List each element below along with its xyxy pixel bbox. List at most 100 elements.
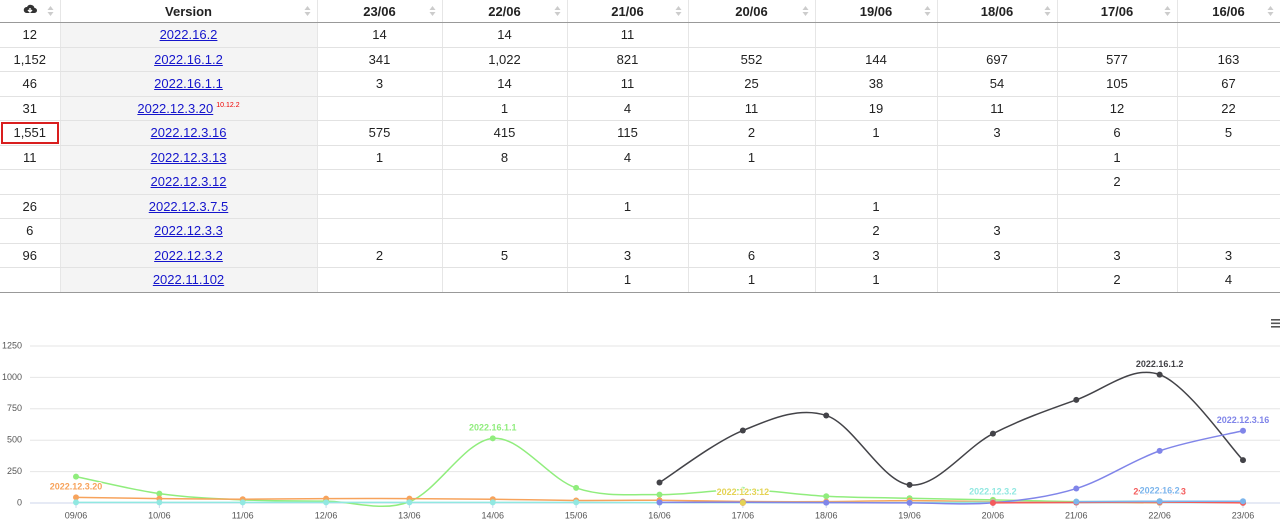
x-tick-label: 13/06 bbox=[398, 510, 421, 520]
column-header[interactable]: 17/06 bbox=[1057, 0, 1178, 23]
count-cell: 3 bbox=[1177, 243, 1280, 268]
column-header[interactable]: 23/06 bbox=[317, 0, 443, 23]
count-cell: 67 bbox=[1177, 71, 1280, 97]
count-cell: 14 bbox=[442, 22, 568, 48]
count-cell bbox=[688, 169, 816, 195]
point-marker bbox=[656, 479, 663, 486]
version-link[interactable]: 2022.16.1.1 bbox=[154, 76, 223, 92]
count-cell: 1 bbox=[815, 267, 938, 293]
point-marker bbox=[1156, 447, 1163, 454]
table-row: 96 2022.12.3.2 2 5 3 6 3 3 3 3 bbox=[0, 243, 1280, 268]
column-header[interactable]: 22/06 bbox=[442, 0, 568, 23]
version-link[interactable]: 2022.12.3.12 bbox=[150, 174, 227, 190]
point-marker bbox=[573, 484, 580, 491]
count-cell: 14 bbox=[442, 71, 568, 97]
x-tick-label: 16/06 bbox=[648, 510, 671, 520]
point-marker bbox=[739, 427, 746, 434]
version-cell: 2022.12.3.13 bbox=[60, 145, 318, 170]
column-header[interactable]: 21/06 bbox=[567, 0, 689, 23]
count-cell bbox=[937, 194, 1058, 219]
downloads-header[interactable] bbox=[0, 0, 61, 23]
point-marker bbox=[1240, 457, 1246, 464]
table-row: 11 2022.12.3.13 1 8 4 1 1 bbox=[0, 145, 1280, 170]
point-marker bbox=[1073, 485, 1080, 492]
x-tick-label: 22/06 bbox=[1148, 510, 1171, 520]
point-marker bbox=[1240, 427, 1246, 434]
count-cell: 6 bbox=[1057, 120, 1178, 146]
downloads-cell: 96 bbox=[0, 243, 61, 268]
column-header-text: 17/06 bbox=[1100, 3, 1134, 19]
menu-icon[interactable] bbox=[1271, 319, 1280, 328]
version-link[interactable]: 2022.16.2 bbox=[159, 27, 218, 43]
sort-icon bbox=[47, 6, 53, 16]
sort-icon bbox=[1164, 6, 1170, 16]
count-cell bbox=[688, 218, 816, 244]
y-tick-label: 250 bbox=[7, 466, 22, 476]
count-cell bbox=[442, 194, 568, 219]
column-header[interactable]: 16/06 bbox=[1177, 0, 1280, 23]
count-cell: 8 bbox=[442, 145, 568, 170]
count-cell: 14 bbox=[317, 22, 443, 48]
version-link[interactable]: 2022.11.102 bbox=[152, 272, 225, 288]
count-cell: 575 bbox=[317, 120, 443, 146]
version-link[interactable]: 2022.16.1.2 bbox=[154, 51, 223, 67]
count-cell bbox=[937, 169, 1058, 195]
table-row: 2022.12.3.12 2 bbox=[0, 169, 1280, 195]
x-tick-label: 17/06 bbox=[732, 510, 755, 520]
version-link[interactable]: 2022.12.3.20 bbox=[137, 100, 214, 116]
column-header-text: 18/06 bbox=[980, 3, 1014, 19]
downloads-cell: 1,551 bbox=[0, 120, 61, 146]
count-cell bbox=[442, 267, 568, 293]
version-cell: 2022.12.3.3 bbox=[60, 218, 318, 244]
header-row: Version 23/06 22/06 21/06 20/06 19/06 18/06 17/… bbox=[0, 0, 1280, 23]
y-tick-label: 0 bbox=[17, 497, 22, 507]
x-tick-label: 09/06 bbox=[65, 510, 88, 520]
version-link[interactable]: 2022.12.3.13 bbox=[150, 149, 227, 165]
series-label: 2022.16.2 bbox=[1140, 486, 1180, 496]
y-tick-label: 750 bbox=[7, 403, 22, 413]
count-cell bbox=[1057, 218, 1178, 244]
point-marker bbox=[989, 499, 996, 506]
column-header-text: Version bbox=[165, 3, 212, 19]
count-cell: 3 bbox=[567, 243, 689, 268]
table-row: 26 2022.12.3.7.5 1 1 bbox=[0, 194, 1280, 219]
count-cell: 25 bbox=[688, 71, 816, 97]
point-marker bbox=[323, 499, 330, 506]
versions-table: Version 23/06 22/06 21/06 20/06 19/06 18/06 17/… bbox=[0, 0, 1280, 293]
x-tick-label: 15/06 bbox=[565, 510, 588, 520]
point-marker bbox=[156, 499, 163, 506]
column-header-text: 19/06 bbox=[859, 3, 893, 19]
count-cell: 415 bbox=[442, 120, 568, 146]
column-header[interactable]: Version bbox=[60, 0, 318, 23]
x-tick-label: 21/06 bbox=[1065, 510, 1088, 520]
column-header[interactable]: 19/06 bbox=[815, 0, 938, 23]
point-marker bbox=[989, 430, 996, 437]
column-header[interactable]: 18/06 bbox=[937, 0, 1058, 23]
count-cell: 821 bbox=[567, 47, 689, 72]
version-link[interactable]: 2022.12.3.2 bbox=[154, 247, 223, 263]
sort-icon bbox=[429, 6, 435, 16]
count-cell: 163 bbox=[1177, 47, 1280, 72]
version-link[interactable]: 2022.12.3.16 bbox=[150, 125, 227, 141]
count-cell: 1 bbox=[1057, 145, 1178, 170]
series-label: 2022.12.3.20 bbox=[50, 482, 103, 492]
table-row: 12 2022.16.2 14 14 11 bbox=[0, 22, 1280, 48]
table-row: 46 2022.16.1.1 3 14 11 25 38 54 105 67 bbox=[0, 71, 1280, 97]
version-link[interactable]: 2022.12.3.3 bbox=[154, 223, 223, 239]
version-cell: 2022.12.3.12 bbox=[60, 169, 318, 195]
point-marker bbox=[73, 494, 79, 501]
count-cell bbox=[1057, 22, 1178, 48]
count-cell: 5 bbox=[442, 243, 568, 268]
count-cell: 11 bbox=[937, 96, 1058, 121]
count-cell: 3 bbox=[1057, 243, 1178, 268]
point-marker bbox=[239, 499, 246, 506]
count-cell: 3 bbox=[317, 71, 443, 97]
downloads-cell: 6 bbox=[0, 218, 61, 244]
point-marker bbox=[739, 486, 746, 493]
column-header[interactable]: 20/06 bbox=[688, 0, 816, 23]
count-cell bbox=[815, 145, 938, 170]
series-line bbox=[659, 430, 1244, 505]
count-cell bbox=[1177, 22, 1280, 48]
count-cell bbox=[567, 169, 689, 195]
version-link[interactable]: 2022.12.3.7.5 bbox=[148, 198, 229, 214]
